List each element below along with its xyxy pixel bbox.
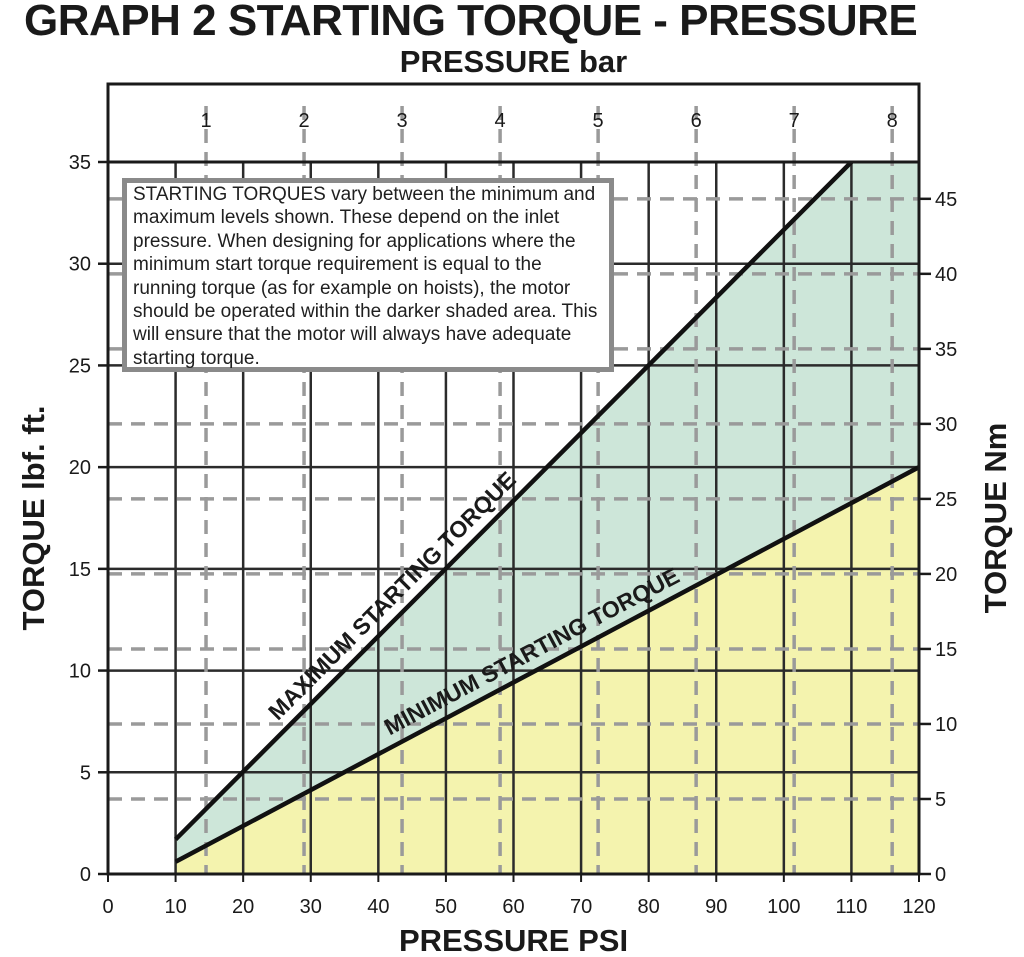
y2-tick-label: 5 <box>935 789 946 811</box>
y2-tick-label: 40 <box>935 264 957 286</box>
x-tick-label: 60 <box>502 896 524 918</box>
y2-tick-label: 30 <box>935 414 957 436</box>
y2-tick-label: 35 <box>935 339 957 361</box>
max-starting-torque-line <box>173 160 854 842</box>
x-tick-label: 120 <box>902 896 935 918</box>
y-tick-label: 0 <box>80 864 91 886</box>
x2-tick-label: 7 <box>789 110 800 132</box>
y-axis-label: TORQUE lbf. ft. <box>16 405 51 630</box>
y2-tick-label: 25 <box>935 489 957 511</box>
x-tick-label: 10 <box>164 896 186 918</box>
x2-tick-label: 5 <box>593 110 604 132</box>
starting-torque-note: STARTING TORQUES vary between the minimu… <box>122 178 614 372</box>
x2-tick-label: 2 <box>298 110 309 132</box>
y-tick-label: 20 <box>69 457 91 479</box>
y2-tick-label: 10 <box>935 714 957 736</box>
max-torque-region <box>175 162 920 862</box>
y-tick-label: 5 <box>80 762 91 784</box>
chart-title: GRAPH 2 STARTING TORQUE - PRESSURE <box>24 0 918 45</box>
x-tick-label: 80 <box>638 896 660 918</box>
note-text: STARTING TORQUES vary between the minimu… <box>133 184 598 369</box>
x2-tick-label: 1 <box>200 110 211 132</box>
min-starting-torque-line <box>174 465 921 864</box>
x-tick-label: 90 <box>705 896 727 918</box>
y-tick-label: 10 <box>69 661 91 683</box>
y2-tick-label: 0 <box>935 864 946 886</box>
x-axis-label: PRESSURE PSI <box>399 923 628 957</box>
x-tick-label: 100 <box>767 896 800 918</box>
x2-axis-label: PRESSURE bar <box>400 44 627 79</box>
x2-tick-label: 6 <box>691 110 702 132</box>
y2-axis-label: TORQUE Nm <box>978 423 1013 614</box>
y-tick-label: 30 <box>69 254 91 276</box>
y-tick-label: 35 <box>69 152 91 174</box>
y2-tick-label: 20 <box>935 564 957 586</box>
y2-tick-label: 15 <box>935 639 957 661</box>
x-tick-label: 110 <box>835 896 867 918</box>
x-tick-label: 70 <box>570 896 592 918</box>
x-tick-label: 30 <box>300 896 322 918</box>
y-tick-label: 25 <box>69 355 91 377</box>
x2-tick-label: 8 <box>887 110 898 132</box>
bar-axis-frame <box>106 82 921 162</box>
y-tick-label: 15 <box>69 559 91 581</box>
x2-tick-label: 3 <box>397 110 408 132</box>
x-tick-label: 0 <box>102 896 113 918</box>
x-tick-label: 50 <box>435 896 457 918</box>
x-tick-label: 40 <box>367 896 389 918</box>
y2-tick-label: 45 <box>935 189 957 211</box>
x2-tick-label: 4 <box>495 110 506 132</box>
x-tick-label: 20 <box>232 896 254 918</box>
